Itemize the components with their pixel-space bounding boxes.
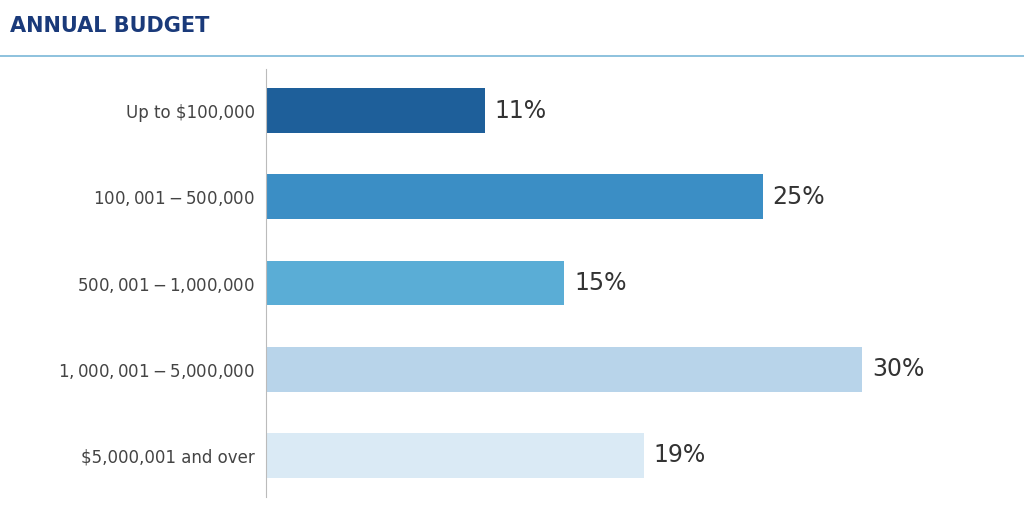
Text: 30%: 30% — [872, 357, 925, 381]
Text: 25%: 25% — [773, 185, 825, 209]
Text: 11%: 11% — [495, 98, 547, 123]
Bar — [266, 433, 643, 478]
Bar — [266, 175, 763, 219]
Bar — [266, 261, 564, 305]
Bar — [266, 347, 862, 391]
Text: 15%: 15% — [574, 271, 627, 295]
Text: 19%: 19% — [653, 443, 706, 468]
Bar — [266, 88, 484, 133]
Text: ANNUAL BUDGET: ANNUAL BUDGET — [10, 16, 210, 36]
